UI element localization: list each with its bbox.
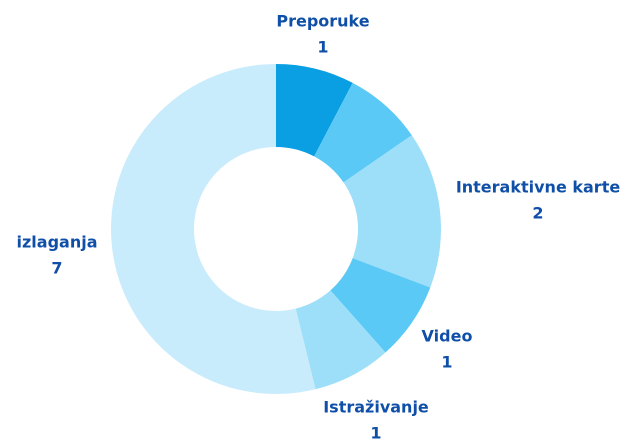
segment-value: 1: [317, 38, 328, 57]
segment-value: 7: [51, 259, 62, 278]
segment-label: Video: [422, 327, 473, 346]
segment-label: Preporuke: [276, 12, 369, 31]
segment-value: 1: [441, 353, 452, 372]
donut-segment: [330, 258, 431, 353]
segment-value: 1: [370, 424, 381, 443]
segment-label: Istraživanje: [323, 398, 429, 417]
segment-label: izlaganja: [17, 233, 98, 252]
donut-segment: [343, 135, 441, 288]
donut-segment: [314, 82, 412, 183]
donut-segment: [276, 64, 353, 157]
donut-segment: [295, 290, 386, 390]
donut-segment: [111, 64, 316, 394]
segment-value: 2: [532, 204, 543, 223]
segment-label: Interaktivne karte: [456, 178, 621, 197]
